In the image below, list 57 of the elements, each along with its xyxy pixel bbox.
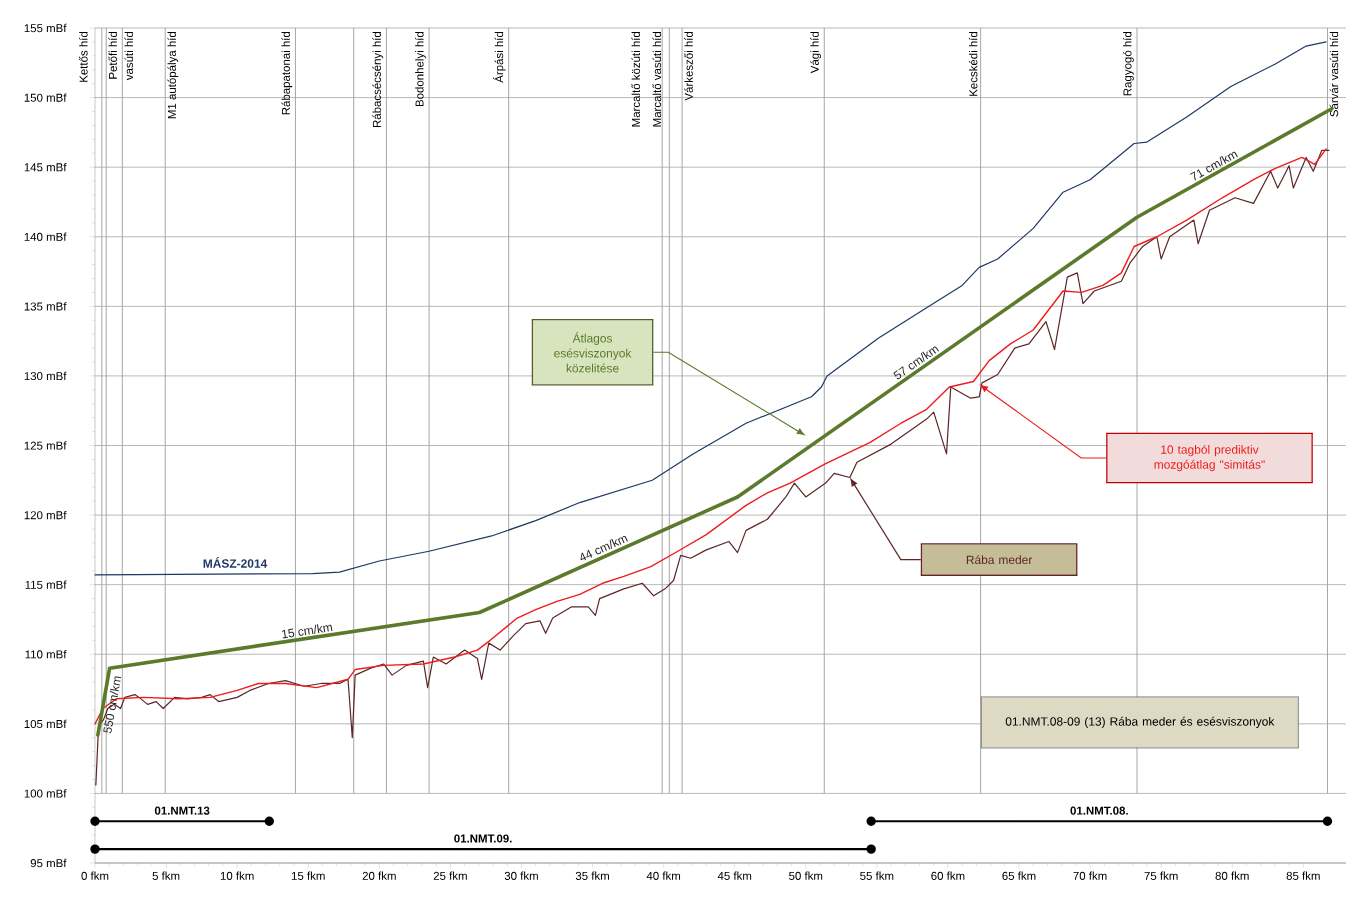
x-tick-label: 55 fkm — [860, 871, 894, 880]
ref-line-label: Várkeszői híd — [684, 31, 693, 101]
annotation: 15 cm/km — [282, 624, 333, 639]
x-tick-label: 10 fkm — [220, 871, 254, 880]
ref-line-label: Petőfi híd — [108, 31, 117, 79]
text: Átlagos esésviszonyok közelitése — [554, 332, 632, 373]
y-tick-label: 145 mBf — [24, 162, 67, 172]
ref-line-label: Sárvár vasúti híd — [1329, 31, 1339, 117]
y-tick-label: 150 mBf — [24, 93, 67, 102]
x-tick-label: 25 fkm — [433, 871, 467, 880]
x-tick-label: 80 fkm — [1215, 871, 1249, 880]
ref-line-label: Ragyogó híd — [1122, 31, 1134, 96]
series-label: 01.NMT.13 — [154, 806, 210, 815]
y-tick-label: 140 mBf — [24, 232, 67, 241]
y-tick-label: 110 mBf — [25, 650, 67, 659]
ref-line-label: Árpási híd — [493, 31, 506, 83]
x-tick-label: 30 fkm — [504, 871, 538, 880]
ref-line-label: Rábapatonai híd — [281, 31, 293, 115]
ref-line-label: Bodonhelyi híd — [415, 31, 426, 107]
x-tick-label: 70 fkm — [1073, 871, 1107, 880]
x-tick-label: 75 fkm — [1144, 871, 1178, 880]
series-label: MÁSZ-2014 — [203, 557, 268, 568]
ref-line-label: Kecskédi híd — [968, 31, 978, 96]
text: 10 tagból prediktiv mozgóátlag "simitás" — [1154, 444, 1265, 472]
ref-line-label: Vági híd — [810, 31, 822, 74]
x-tick-label: 50 fkm — [789, 871, 823, 880]
series-label: 01.NMT.08. — [1070, 806, 1128, 815]
x-tick-label: 20 fkm — [362, 871, 396, 880]
ref-line-label: Marcaltő vasúti híd — [652, 31, 662, 127]
x-tick-label: 5 fkm — [152, 871, 180, 880]
annotation: 01.NMT.08-09 (13) Rába meder és esésviszonyok — [1005, 716, 1275, 729]
x-tick-label: 85 fkm — [1286, 871, 1320, 880]
y-tick-label: 95 mBf — [30, 858, 67, 868]
series-label: 01.NMT.09. — [454, 834, 512, 843]
y-tick-label: 120 mBf — [24, 510, 67, 520]
y-tick-label: 115 mBf — [25, 580, 67, 589]
y-tick-label: 105 mBf — [24, 719, 67, 729]
text: Rába meder — [966, 555, 1033, 565]
x-tick-label: 15 fkm — [291, 871, 325, 880]
y-tick-label: 125 mBf — [24, 441, 67, 450]
annotation: 550 cm/km — [103, 676, 122, 734]
annotation: 44 cm/km — [580, 535, 628, 561]
y-tick-label: 130 mBf — [24, 371, 67, 381]
ref-line-label: vasúti híd — [124, 31, 134, 81]
ref-line-label: Marcaltő közúti híd — [631, 31, 640, 127]
ref-line-label: Kettős híd — [79, 31, 88, 82]
x-tick-label: 60 fkm — [931, 871, 965, 880]
y-tick-label: 155 mBf — [24, 23, 67, 33]
y-tick-label: 135 mBf — [24, 302, 67, 311]
ref-line-label: Rábacsécsényi híd — [372, 31, 384, 128]
x-tick-label: 40 fkm — [646, 871, 681, 880]
x-tick-label: 35 fkm — [575, 871, 609, 880]
ref-line-label: M1 autópálya híd — [167, 31, 179, 119]
y-tick-label: 100 mBf — [24, 789, 67, 798]
x-tick-label: 65 fkm — [1002, 871, 1036, 880]
x-tick-label: 45 fkm — [717, 871, 752, 880]
x-tick-label: 0 fkm — [81, 871, 109, 880]
